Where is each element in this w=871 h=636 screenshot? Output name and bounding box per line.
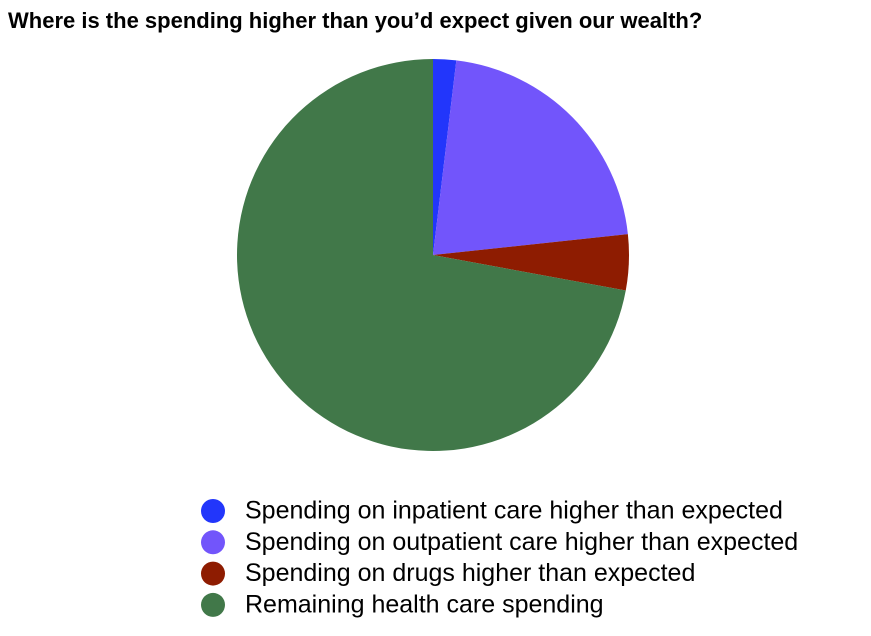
pie-slice <box>237 59 626 451</box>
legend-swatch <box>201 499 225 523</box>
legend-label: Spending on outpatient care higher than … <box>245 528 798 556</box>
legend-swatch <box>201 561 225 586</box>
legend-label: Spending on drugs higher than expected <box>245 559 695 587</box>
pie-slice <box>433 60 628 256</box>
pie-slice <box>433 59 457 255</box>
legend-label: Remaining health care spending <box>245 591 604 619</box>
legend-swatch <box>201 592 225 617</box>
chart-title: Where is the spending higher than you’d … <box>8 8 702 33</box>
legend-label: Spending on inpatient care higher than e… <box>245 497 783 525</box>
pie-slice <box>433 234 629 291</box>
legend-swatch <box>201 530 225 555</box>
